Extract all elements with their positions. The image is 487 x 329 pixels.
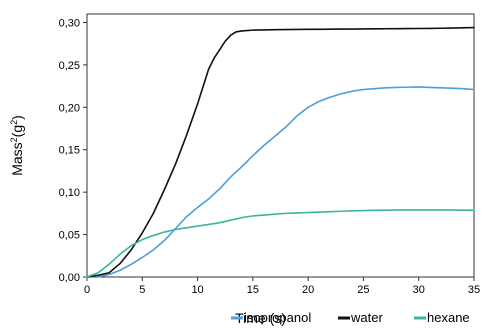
y-tick-label: 0,20	[59, 102, 80, 114]
y-tick-label: 0,10	[59, 187, 80, 199]
x-tick-label: 35	[468, 284, 480, 296]
y-tick-label: 0,00	[59, 272, 80, 284]
y-axis-title: Mass2(g2)	[9, 115, 25, 176]
x-tick-label: 5	[139, 284, 145, 296]
plot-frame	[86, 13, 475, 278]
x-axis-title: Time (s)	[235, 310, 286, 326]
x-tick-label: 0	[84, 284, 90, 296]
series-line-isopropanol	[86, 86, 475, 278]
y-ticks: 0,00 0,05 0,10 0,15 0,20 0,25 0,30	[59, 17, 87, 284]
x-ticks: 0 5 10 15 20 25 30 35	[84, 277, 480, 296]
legend-label-hexane: hexane	[427, 310, 470, 325]
y-axis-title-base: Mass	[9, 142, 25, 175]
y-tick-label: 0,25	[59, 60, 80, 72]
y-axis-title-sup2: 2	[9, 120, 19, 125]
series-line-hexane	[86, 209, 475, 278]
legend-label-water: water	[350, 310, 383, 325]
y-axis-title-mid: (g	[9, 125, 25, 137]
x-tick-label: 30	[413, 284, 425, 296]
series-lines	[86, 26, 475, 278]
series-line-water	[86, 26, 475, 278]
y-tick-label: 0,30	[59, 17, 80, 29]
x-tick-label: 15	[247, 284, 259, 296]
y-axis-title-end: )	[9, 115, 25, 120]
x-tick-label: 10	[191, 284, 203, 296]
legend: isopropanol water hexane	[231, 310, 470, 325]
y-tick-label: 0,05	[59, 230, 80, 242]
x-tick-label: 25	[357, 284, 369, 296]
y-axis-title-sup1: 2	[9, 137, 19, 142]
y-tick-label: 0,15	[59, 145, 80, 157]
legend-label-isopropanol: isopropanol	[244, 310, 311, 325]
x-tick-label: 20	[302, 284, 314, 296]
